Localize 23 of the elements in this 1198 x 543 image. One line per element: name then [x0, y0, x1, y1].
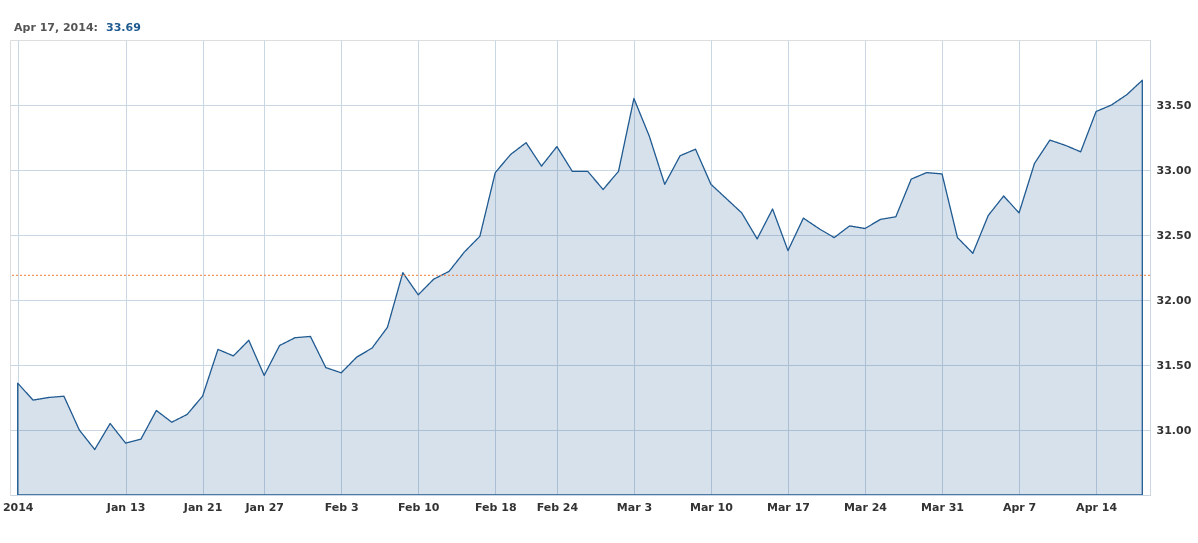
y-tick-label: 33.00	[1156, 163, 1192, 177]
chart-title: Apr 17, 2014:	[14, 21, 98, 34]
x-tick-label: Mar 3	[616, 500, 653, 514]
x-tick-label: Apr 14	[1076, 500, 1118, 514]
y-tick-label: 31.00	[1156, 423, 1192, 437]
y-tick-label: 33.50	[1156, 98, 1192, 112]
x-tick-label: Jan 21	[182, 500, 223, 514]
x-tick-label: Mar 10	[689, 500, 734, 514]
x-tick-label: Feb 18	[475, 500, 517, 514]
x-tick-label: Apr 7	[1002, 500, 1037, 514]
x-tick-label: Feb 3	[324, 500, 359, 514]
x-tick-label: Mar 31	[921, 500, 964, 514]
y-tick-label: 31.50	[1156, 358, 1192, 372]
y-tick-label: 32.50	[1156, 228, 1192, 242]
x-tick-label: Feb 24	[536, 500, 579, 514]
x-tick-label: Mar 24	[844, 500, 888, 514]
x-tick-label: Jan 27	[244, 500, 284, 514]
y-tick-label: 32.00	[1156, 293, 1192, 307]
x-tick-label: Mar 17	[767, 500, 810, 514]
x-tick-label: 2014	[2, 500, 34, 514]
x-tick-label: Jan 13	[105, 500, 146, 514]
x-tick-label: Feb 10	[397, 500, 440, 514]
text: 33.69	[106, 21, 141, 34]
